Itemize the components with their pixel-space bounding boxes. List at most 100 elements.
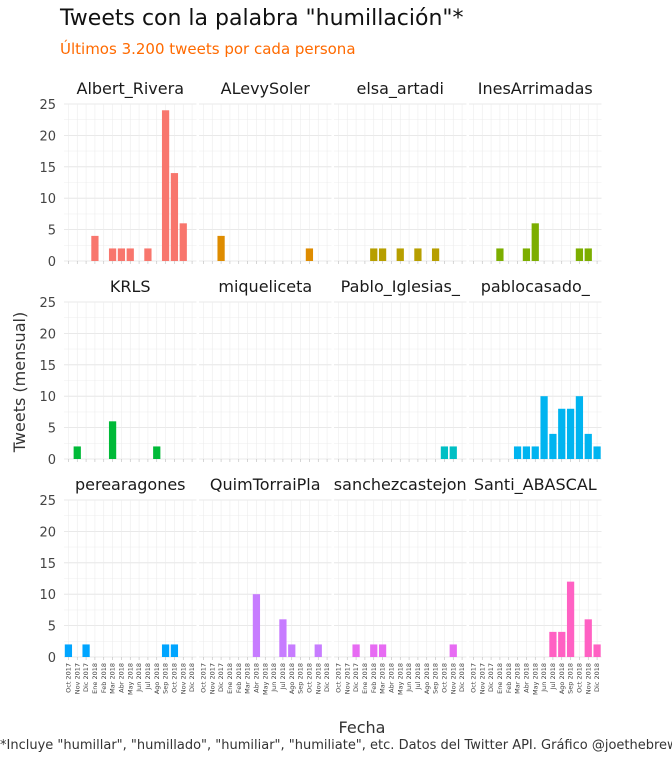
bar (531, 446, 539, 459)
bar (170, 644, 179, 657)
bar (161, 110, 170, 261)
y-tick-label: 10 (39, 390, 56, 405)
bar (496, 248, 504, 261)
panel-title: QuimTorraiPla (210, 475, 321, 494)
y-tick-label: 15 (39, 359, 56, 374)
x-tick-label: Dic 2017 (82, 663, 90, 692)
bar (378, 248, 387, 261)
y-tick-label: 20 (39, 129, 56, 144)
bar (513, 446, 522, 459)
bar (170, 173, 179, 261)
x-tick-label: Jun 2018 (135, 663, 143, 693)
bar (522, 248, 531, 261)
bar (549, 433, 557, 459)
x-tick-label: Feb 2018 (235, 663, 243, 693)
bar (64, 644, 73, 657)
chart-title: Tweets con la palabra "humillación"* (60, 6, 464, 31)
bar (449, 644, 457, 657)
x-tick-label: Nov 2017 (478, 663, 486, 694)
x-tick-label: Ene 2018 (361, 663, 369, 694)
bar (593, 446, 601, 459)
x-tick-label: Feb 2018 (370, 663, 378, 693)
bar (575, 396, 584, 459)
x-tick-label: Ene 2018 (226, 663, 234, 694)
panel-title: perearagones (75, 475, 186, 494)
y-tick-label: 20 (39, 327, 56, 342)
x-tick-label: Dic 2017 (352, 663, 360, 692)
panel-title: pablocasado_ (481, 277, 591, 297)
bar (108, 421, 117, 459)
x-tick-label: Nov 2017 (73, 663, 81, 694)
bar (378, 644, 387, 657)
x-tick-label: Oct 2017 (199, 663, 207, 693)
x-tick-label: Dic 2018 (458, 663, 466, 692)
y-axis-title: Tweets (mensual) (10, 312, 29, 453)
bar (549, 631, 557, 657)
bar (522, 446, 531, 459)
bar (279, 619, 287, 657)
y-tick-label: 15 (39, 161, 56, 176)
bar (558, 408, 566, 459)
y-tick-label: 20 (39, 525, 56, 540)
panel-title: sanchezcastejon (334, 475, 467, 494)
bar (396, 248, 404, 261)
y-tick-label: 10 (39, 588, 56, 603)
y-tick-label: 5 (48, 422, 56, 437)
bar (531, 223, 539, 261)
y-tick-label: 25 (39, 296, 56, 311)
x-tick-label: Sep 2018 (297, 663, 305, 694)
x-tick-label: May 2018 (396, 663, 404, 695)
bar (440, 446, 449, 459)
x-tick-label: Oct 2017 (334, 663, 342, 693)
x-tick-label: Nov 2018 (179, 663, 187, 694)
x-tick-label: Ene 2018 (496, 663, 504, 694)
bar (153, 446, 161, 459)
bar (179, 223, 187, 261)
x-tick-label: Abr 2018 (522, 663, 530, 693)
x-tick-label: Jul 2018 (414, 663, 422, 690)
x-tick-label: Abr 2018 (252, 663, 260, 693)
bar (414, 248, 422, 261)
x-tick-label: Sep 2018 (432, 663, 440, 694)
x-tick-label: Oct 2018 (305, 663, 313, 693)
y-tick-label: 25 (39, 98, 56, 113)
y-tick-label: 15 (39, 557, 56, 572)
y-tick-label: 5 (48, 224, 56, 239)
panel-title: InesArrimadas (478, 79, 593, 98)
x-tick-label: Oct 2018 (170, 663, 178, 693)
bar (584, 433, 592, 459)
y-tick-label: 10 (39, 192, 56, 207)
x-tick-label: Ago 2018 (423, 663, 431, 694)
x-tick-label: Nov 2017 (208, 663, 216, 694)
bar (126, 248, 134, 261)
x-tick-label: Nov 2018 (314, 663, 322, 694)
x-tick-label: Mar 2018 (109, 663, 117, 694)
bar (217, 235, 225, 261)
bar (305, 248, 314, 261)
panel-title: KRLS (110, 277, 151, 296)
x-tick-label: Nov 2018 (584, 663, 592, 694)
bar (593, 644, 601, 657)
x-tick-label: Dic 2017 (217, 663, 225, 692)
chart-caption: *Incluye "humillar", "humillado", "humil… (0, 738, 672, 753)
bar (431, 248, 440, 261)
x-tick-label: Nov 2017 (343, 663, 351, 694)
x-tick-label: Ago 2018 (558, 663, 566, 694)
bar (584, 248, 592, 261)
x-tick-label: Oct 2017 (469, 663, 477, 693)
y-tick-label: 25 (39, 494, 56, 509)
x-tick-label: Ago 2018 (153, 663, 161, 694)
x-axis-title: Fecha (339, 718, 386, 737)
x-tick-label: Jun 2018 (270, 663, 278, 693)
y-tick-label: 5 (48, 620, 56, 635)
x-tick-label: Ene 2018 (91, 663, 99, 694)
bar (117, 248, 126, 261)
bar (314, 644, 322, 657)
x-tick-label: Sep 2018 (162, 663, 170, 694)
x-tick-label: Jul 2018 (549, 663, 557, 690)
bar (288, 644, 296, 657)
bar (108, 248, 117, 261)
bar (566, 408, 575, 459)
x-tick-label: Oct 2018 (575, 663, 583, 693)
x-tick-label: Jul 2018 (279, 663, 287, 690)
